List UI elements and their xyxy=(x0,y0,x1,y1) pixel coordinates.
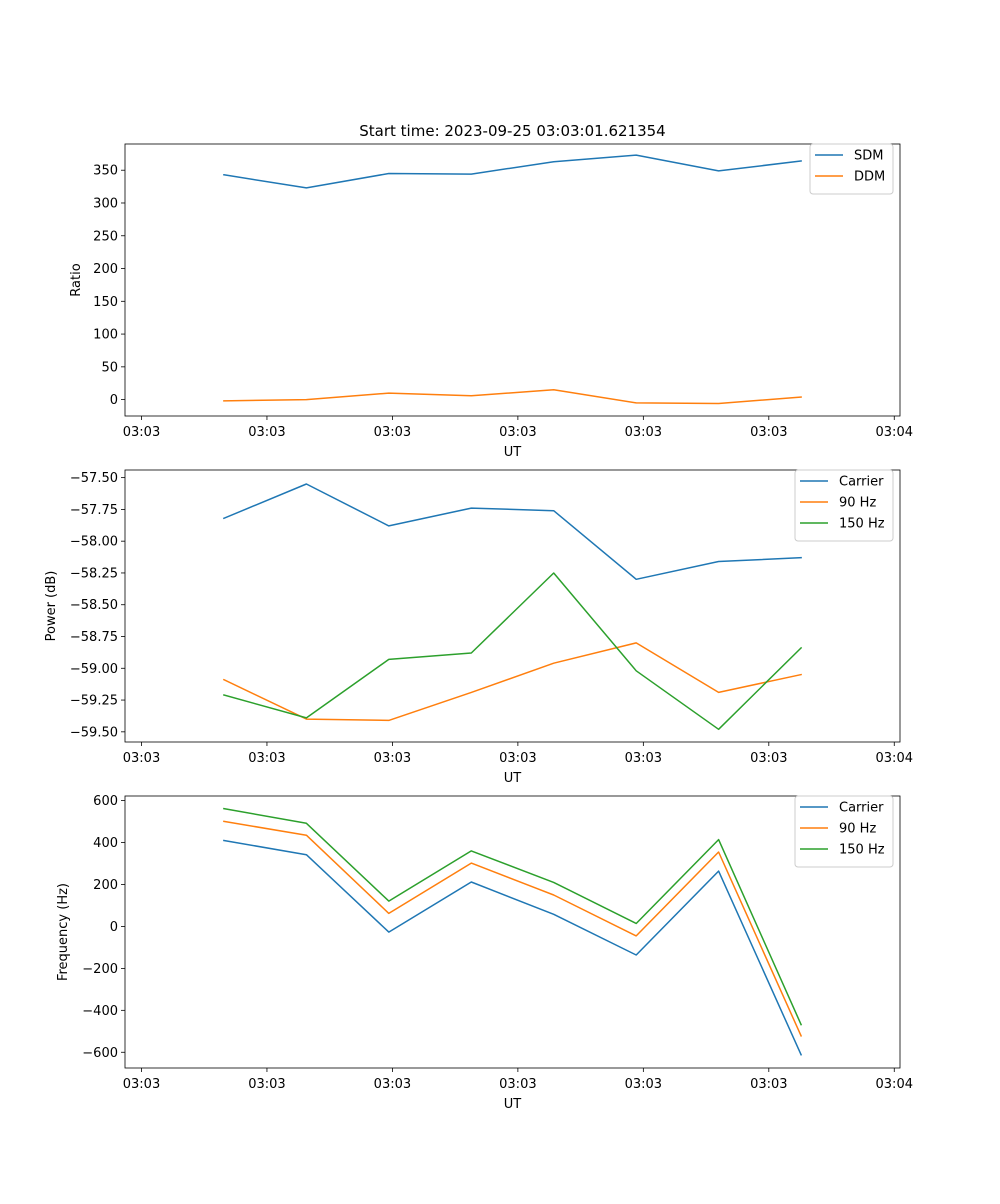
series-line-90-hz xyxy=(222,642,802,722)
y-tick-label: 250 xyxy=(93,229,118,244)
x-tick-label: 03:03 xyxy=(750,425,787,440)
x-tick-label: 03:03 xyxy=(499,425,536,440)
y-tick-label: −58.50 xyxy=(70,598,118,613)
chart-title: Start time: 2023-09-25 03:03:01.621354 xyxy=(359,122,665,140)
series-line-ddm xyxy=(223,389,802,405)
y-tick-label: 350 xyxy=(93,164,118,179)
series-line-sdm xyxy=(223,154,802,189)
series-line-90-hz xyxy=(223,820,803,1037)
y-tick-label: −59.25 xyxy=(70,694,118,709)
y-tick-label: −58.00 xyxy=(70,535,118,550)
x-tick-label: 03:03 xyxy=(499,1077,536,1092)
y-tick-label: 200 xyxy=(93,262,118,277)
x-tick-label: 03:03 xyxy=(248,1077,285,1092)
x-axis-label: UT xyxy=(504,1097,522,1112)
series-line-150-hz xyxy=(223,807,803,1026)
legend-label: SDM xyxy=(854,149,883,164)
y-tick-label: 300 xyxy=(93,196,118,211)
legend-label: Carrier xyxy=(839,801,884,816)
y-axis-label: Ratio xyxy=(69,263,84,296)
x-tick-label: 03:03 xyxy=(123,751,160,766)
x-tick-label: 03:03 xyxy=(625,425,662,440)
x-tick-label: 03:03 xyxy=(248,751,285,766)
legend-box xyxy=(809,143,894,195)
series-line-150-hz xyxy=(222,572,803,731)
y-tick-label: −200 xyxy=(82,962,118,977)
axes-frame xyxy=(124,795,901,1069)
legend: Carrier 90 Hz 150 Hz xyxy=(794,795,894,868)
legend: SDM DDM xyxy=(809,143,894,195)
x-tick-label: 03:04 xyxy=(876,425,913,440)
panel-3: 03:03 03:03 03:03 03:03 03:03 03:03 03:04 −600 −… xyxy=(56,794,913,1112)
y-tick-label: −59.00 xyxy=(70,662,118,677)
x-tick-label: 03:03 xyxy=(374,751,411,766)
legend-label: Carrier xyxy=(839,475,884,490)
legend-label: DDM xyxy=(854,170,885,185)
y-tick-label: −57.75 xyxy=(70,503,118,518)
panel-1: 03:03 03:03 03:03 03:03 03:03 03:03 03:04 0 50 10… xyxy=(69,122,913,460)
y-tick-label: −600 xyxy=(82,1046,118,1061)
x-tick-label: 03:03 xyxy=(625,751,662,766)
legend: Carrier 90 Hz 150 Hz xyxy=(794,469,894,542)
x-tick-label: 03:03 xyxy=(374,425,411,440)
legend-label: 90 Hz xyxy=(839,822,876,837)
x-tick-label: 03:04 xyxy=(876,1077,913,1092)
y-tick-label: 150 xyxy=(93,295,118,310)
y-tick-label: 200 xyxy=(93,878,118,893)
axes-frame xyxy=(124,469,901,743)
series-line-carrier xyxy=(222,483,802,581)
x-tick-label: 03:03 xyxy=(374,1077,411,1092)
axes-frame xyxy=(124,143,901,417)
x-tick-label: 03:03 xyxy=(123,425,160,440)
x-tick-label: 03:03 xyxy=(248,425,285,440)
series-line-carrier xyxy=(223,839,803,1056)
x-tick-label: 03:03 xyxy=(750,1077,787,1092)
y-tick-label: 400 xyxy=(93,836,118,851)
y-tick-label: 50 xyxy=(101,360,118,375)
y-tick-label: 0 xyxy=(110,920,118,935)
y-tick-label: −57.50 xyxy=(70,471,118,486)
legend-label: 150 Hz xyxy=(839,517,885,532)
y-tick-label: −59.50 xyxy=(70,725,118,740)
legend-label: 90 Hz xyxy=(839,496,876,511)
legend-label: 150 Hz xyxy=(839,843,885,858)
x-tick-label: 03:03 xyxy=(625,1077,662,1092)
y-axis-label: Power (dB) xyxy=(44,571,59,642)
x-axis-label: UT xyxy=(504,445,522,460)
y-tick-label: −400 xyxy=(82,1004,118,1019)
x-tick-label: 03:04 xyxy=(876,751,913,766)
panel-2: 03:03 03:03 03:03 03:03 03:03 03:03 03:04 −57.5… xyxy=(44,469,913,786)
y-axis-label: Frequency (Hz) xyxy=(56,883,71,981)
x-axis-label: UT xyxy=(504,771,522,786)
y-tick-label: 0 xyxy=(110,393,118,408)
y-tick-label: −58.25 xyxy=(70,566,118,581)
y-tick-label: −58.75 xyxy=(70,630,118,645)
y-tick-label: 600 xyxy=(93,794,118,809)
x-tick-label: 03:03 xyxy=(750,751,787,766)
x-tick-label: 03:03 xyxy=(499,751,536,766)
x-tick-label: 03:03 xyxy=(123,1077,160,1092)
y-tick-label: 100 xyxy=(93,328,118,343)
